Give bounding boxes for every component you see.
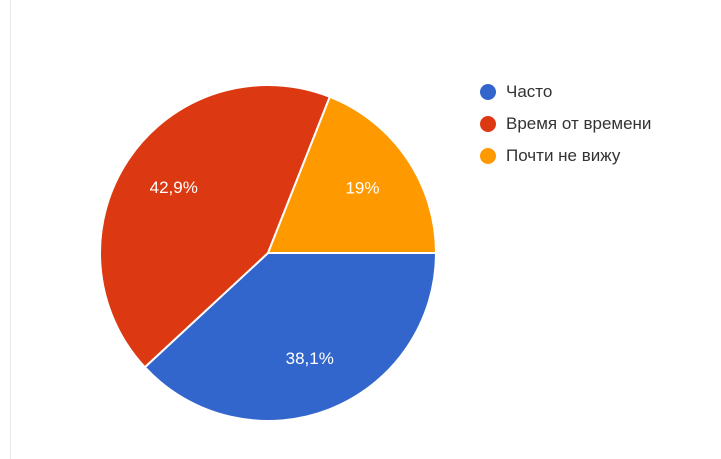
legend-color-dot	[480, 84, 496, 100]
data-label-chasto: 38,1%	[286, 349, 334, 368]
legend-label: Часто	[506, 82, 553, 101]
data-label-pochti-ne-vizhu: 19%	[345, 178, 379, 197]
legend-color-dot	[480, 148, 496, 164]
pie-slice-pochti-ne-vizhu[interactable]	[267, 95, 437, 254]
pie-slice-chasto[interactable]	[143, 252, 437, 422]
legend-label: Почти не вижу	[506, 146, 621, 165]
legend: Часто Время от времени Почти не вижу	[480, 76, 651, 172]
legend-item-chasto[interactable]: Часто	[480, 76, 651, 108]
legend-item-vremya-ot-vremeni[interactable]: Время от времени	[480, 108, 651, 140]
legend-label: Время от времени	[506, 114, 652, 133]
pie-slice-vremya-ot-vremeni[interactable]	[99, 84, 331, 369]
legend-color-dot	[480, 116, 496, 132]
pie-data-labels: 38,1% 42,9% 19%	[150, 178, 380, 368]
legend-item-pochti-ne-vizhu[interactable]: Почти не вижу	[480, 140, 651, 172]
pie-slices	[99, 84, 437, 422]
data-label-vremya-ot-vremeni: 42,9%	[150, 178, 198, 197]
left-border	[10, 0, 11, 459]
